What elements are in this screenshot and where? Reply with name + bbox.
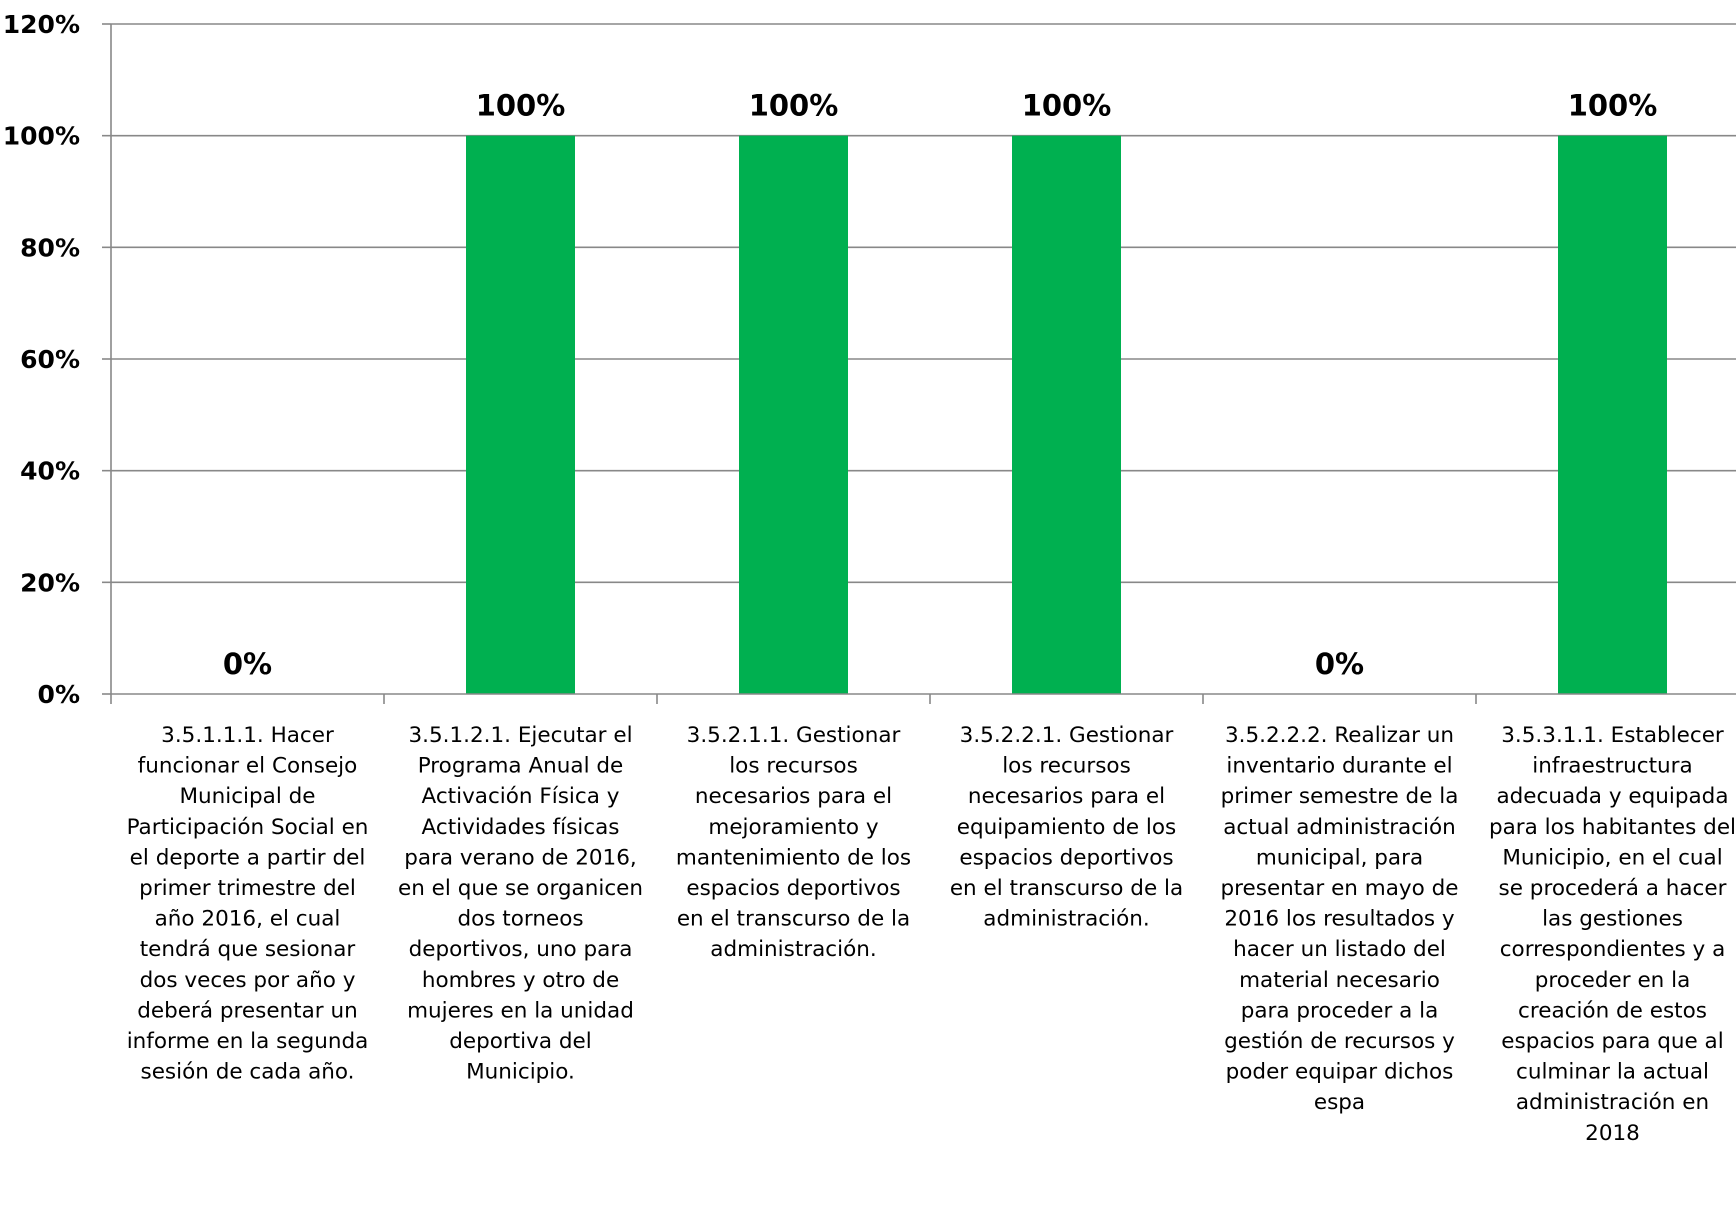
axes — [102, 23, 1736, 704]
category-label-line: espacios para que al — [1501, 1029, 1723, 1054]
category-label-line: se procederá a hacer — [1499, 876, 1727, 901]
category-label-line: necesarios para el — [695, 784, 892, 809]
bar — [1558, 135, 1667, 694]
category-label-line: 2018 — [1585, 1121, 1640, 1146]
category-label-line: espacios deportivos — [959, 845, 1173, 870]
category-label-line: Municipal de — [179, 784, 315, 809]
category-label-line: hombres y otro de — [422, 968, 619, 993]
category-label-line: para los habitantes del — [1489, 815, 1736, 840]
category-label-line: año 2016, el cual — [155, 907, 341, 932]
category-label-line: adecuada y equipada — [1496, 784, 1728, 809]
gridlines — [111, 23, 1736, 584]
category-label-line: necesarios para el — [968, 784, 1165, 809]
category-label-line: primer trimestre del — [139, 876, 356, 901]
category-label-line: deberá presentar un — [137, 998, 357, 1023]
category-label-line: primer semestre de la — [1221, 784, 1459, 809]
category-label-line: Activación Física y — [422, 784, 620, 809]
y-tick-label: 100% — [3, 122, 80, 151]
category-label-line: informe en la segunda — [127, 1029, 369, 1054]
y-tick-label: 60% — [20, 345, 80, 374]
y-tick-label: 80% — [20, 233, 80, 262]
data-label: 100% — [1022, 89, 1112, 123]
category-label-line: gestión de recursos y — [1224, 1029, 1455, 1054]
category-label-line: las gestiones — [1542, 907, 1683, 932]
category-label: 3.5.2.2.1. Gestionar los recursos necesari… — [950, 723, 1183, 932]
data-labels: 0% 100% 100% 100% 0% 100% — [223, 89, 1657, 681]
category-label-line: material necesario — [1239, 968, 1440, 993]
category-label-line: en el transcurso de la — [677, 907, 910, 932]
category-label-line: municipal, para — [1256, 845, 1423, 870]
category-label-line: equipamiento de los — [957, 815, 1177, 840]
y-tick-labels: 0% 20% 40% 60% 80% 100% 120% — [3, 10, 80, 709]
category-label-line: mantenimiento de los — [676, 845, 911, 870]
y-tick-label: 40% — [20, 457, 80, 486]
category-label-line: tendrá que sesionar — [140, 937, 356, 962]
category-label-line: para proceder a la — [1241, 998, 1439, 1023]
category-label-line: infraestructura — [1532, 754, 1692, 779]
category-label-line: dos torneos — [457, 907, 583, 932]
bar — [466, 135, 575, 694]
data-label: 100% — [749, 89, 839, 123]
category-label-line: los recursos — [729, 754, 858, 779]
data-label: 0% — [1315, 647, 1364, 681]
category-label-line: mejoramiento y — [708, 815, 879, 840]
category-label-line: administración. — [710, 937, 876, 962]
category-label-line: sesión de cada año. — [141, 1060, 355, 1085]
category-label: 3.5.1.1.1. Hacer funcionar el Consejo Muni… — [127, 723, 369, 1085]
category-label-line: Municipio. — [466, 1060, 575, 1085]
category-label: 3.5.3.1.1. Establecer infraestructura adec… — [1489, 723, 1736, 1146]
category-label-line: 3.5.2.1.1. Gestionar — [687, 723, 901, 748]
category-label-line: presentar en mayo de — [1221, 876, 1459, 901]
category-label-line: 2016 los resultados y — [1224, 907, 1455, 932]
data-label: 0% — [223, 647, 272, 681]
category-label-line: 3.5.1.1.1. Hacer — [161, 723, 334, 748]
bar — [739, 135, 848, 694]
y-tick-label: 20% — [20, 568, 80, 597]
category-label-line: Participación Social en — [127, 815, 369, 840]
category-label-line: 3.5.3.1.1. Establecer — [1501, 723, 1724, 748]
bars — [466, 135, 1667, 694]
category-label-line: 3.5.2.2.1. Gestionar — [960, 723, 1174, 748]
data-label: 100% — [476, 89, 566, 123]
category-label-line: Actividades físicas — [422, 815, 620, 840]
category-labels: 3.5.1.1.1. Hacer funcionar el Consejo Muni… — [127, 723, 1736, 1146]
category-label-line: los recursos — [1002, 754, 1131, 779]
y-tick-label: 0% — [38, 680, 80, 709]
category-label-line: hacer un listado del — [1233, 937, 1446, 962]
category-label-line: creación de estos — [1518, 998, 1707, 1023]
category-label-line: deportiva del — [449, 1029, 592, 1054]
category-label-line: el deporte a partir del — [130, 845, 366, 870]
category-label-line: 3.5.1.2.1. Ejecutar el — [408, 723, 632, 748]
category-label-line: proceder en la — [1535, 968, 1691, 993]
category-label-line: administración en — [1516, 1090, 1709, 1115]
category-label-line: Municipio, en el cual — [1502, 845, 1722, 870]
category-label-line: espa — [1314, 1090, 1365, 1115]
category-label-line: en el que se organicen — [398, 876, 643, 901]
bar — [1012, 135, 1121, 694]
data-label: 100% — [1568, 89, 1658, 123]
category-label-line: deportivos, uno para — [409, 937, 633, 962]
category-label-line: correspondientes y a — [1500, 937, 1726, 962]
category-label-line: en el transcurso de la — [950, 876, 1183, 901]
category-label-line: actual administración — [1223, 815, 1456, 840]
category-label-line: funcionar el Consejo — [138, 754, 358, 779]
category-label-line: administración. — [983, 907, 1149, 932]
category-label: 3.5.1.2.1. Ejecutar el Programa Anual de A… — [398, 723, 643, 1085]
category-label-line: mujeres en la unidad — [407, 998, 634, 1023]
category-label: 3.5.2.1.1. Gestionar los recursos necesari… — [676, 723, 911, 962]
category-label-line: poder equipar dichos — [1226, 1060, 1454, 1085]
category-label: 3.5.2.2.2. Realizar un inventario durante… — [1221, 723, 1459, 1115]
category-label-line: espacios deportivos — [686, 876, 900, 901]
category-label-line: para verano de 2016, — [404, 845, 637, 870]
category-label-line: culminar la actual — [1516, 1060, 1709, 1085]
category-label-line: inventario durante el — [1226, 754, 1452, 779]
y-tick-label: 120% — [3, 10, 80, 39]
category-label-line: Programa Anual de — [418, 754, 624, 779]
category-label-line: dos veces por año y — [140, 968, 356, 993]
category-label-line: 3.5.2.2.2. Realizar un — [1225, 723, 1454, 748]
